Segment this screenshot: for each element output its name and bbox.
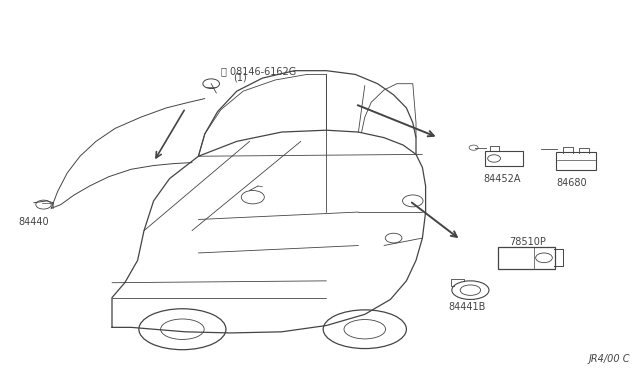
Text: (1): (1) (234, 73, 247, 83)
Text: 78510P: 78510P (509, 237, 546, 247)
Text: 84680: 84680 (557, 178, 588, 188)
Text: 84440: 84440 (18, 217, 49, 227)
Text: 84452A: 84452A (483, 174, 521, 184)
Text: Ⓑ 08146-6162G: Ⓑ 08146-6162G (221, 66, 296, 76)
Text: JR4/00 C: JR4/00 C (589, 354, 630, 364)
Text: 84441B: 84441B (448, 301, 485, 311)
